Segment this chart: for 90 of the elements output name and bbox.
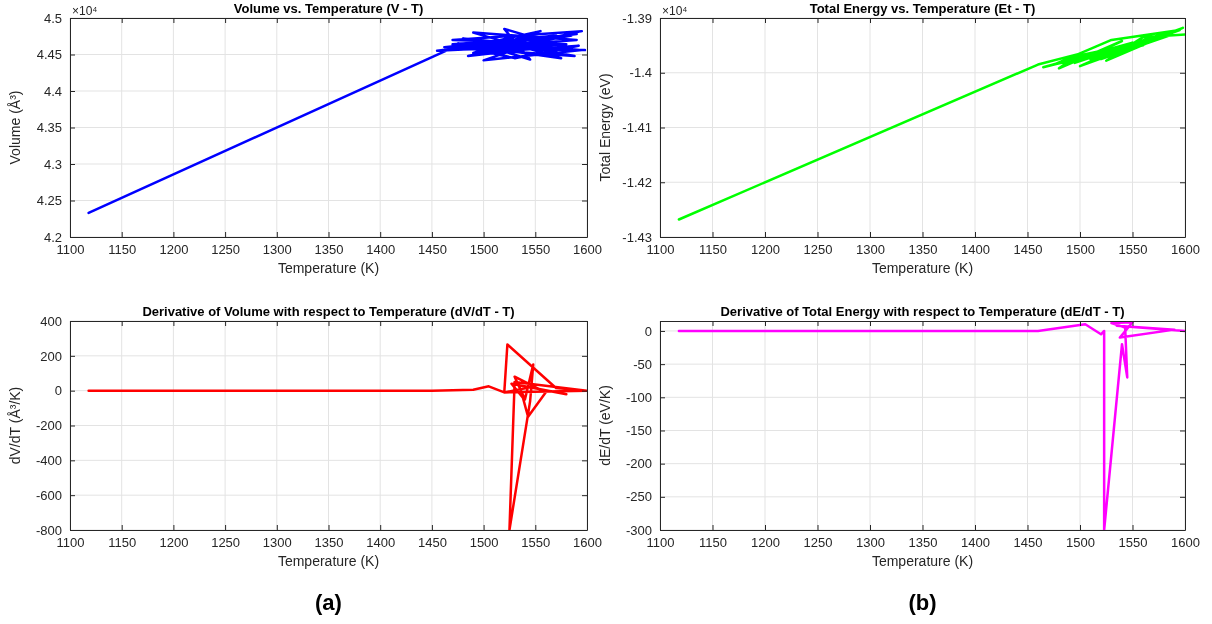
x-tick-label: 1300 <box>856 535 885 551</box>
x-tick-label: 1450 <box>1013 242 1043 258</box>
y-tick-label: -1.42 <box>622 174 652 190</box>
x-tick-label: 1400 <box>366 535 396 551</box>
x-tick-label: 1500 <box>1066 535 1095 551</box>
line-series <box>87 27 587 215</box>
x-tick-label: 1600 <box>1171 242 1200 258</box>
text: (b) <box>908 590 937 615</box>
y-tick-label: 4.45 <box>36 47 62 63</box>
y-tick-label: 4.25 <box>36 193 62 209</box>
x-tick-label: 1550 <box>1118 242 1148 258</box>
y-axis-title: Total Energy (eV) <box>597 73 613 182</box>
x-tick-label: 1100 <box>56 242 85 258</box>
y-tick-label: 4.35 <box>36 120 62 136</box>
x-tick-label: 1300 <box>262 535 292 551</box>
x-tick-label: 1300 <box>262 242 292 258</box>
x-tick-label: 1400 <box>961 242 990 258</box>
x-tick-label: 1300 <box>856 242 885 258</box>
annotation: ×10⁴ <box>662 4 688 18</box>
line-series <box>87 343 587 530</box>
y-tick-label: -50 <box>633 356 652 372</box>
y-tick-label: -800 <box>35 522 62 538</box>
x-tick-label: 1500 <box>469 242 499 258</box>
x-tick-label: 1100 <box>646 535 675 551</box>
x-tick-label: 1100 <box>646 242 675 258</box>
y-axis-title: dE/dT (eV/K) <box>597 385 613 466</box>
y-tick-label: 4.4 <box>43 83 62 99</box>
y-tick-label: 400 <box>40 313 62 329</box>
x-tick-label: 1150 <box>699 242 727 258</box>
x-axis-title: Temperature (K) <box>277 553 380 569</box>
y-tick-label: -400 <box>35 452 62 468</box>
chart-title: Derivative of Volume with respect to Temperature (dV/dT - T) <box>142 304 515 319</box>
x-tick-label: 1550 <box>1118 535 1148 551</box>
x-tick-label: 1550 <box>521 242 551 258</box>
x-tick-label: 1500 <box>469 535 499 551</box>
y-tick-label: -150 <box>625 423 652 439</box>
x-tick-label: 1100 <box>56 535 85 551</box>
x-tick-label: 1150 <box>108 242 137 258</box>
x-tick-label: 1350 <box>314 535 344 551</box>
x-tick-label: 1250 <box>211 242 241 258</box>
y-tick-label: 0 <box>644 323 652 339</box>
x-tick-label: 1200 <box>159 535 189 551</box>
x-tick-label: 1400 <box>366 242 396 258</box>
y-axis-title: Volume (Å³) <box>7 90 23 165</box>
y-tick-label: 200 <box>40 348 62 364</box>
x-tick-label: 1500 <box>1066 242 1095 258</box>
line-series <box>677 321 1185 530</box>
line-series <box>677 26 1185 221</box>
x-tick-label: 1600 <box>1171 535 1200 551</box>
x-tick-label: 1150 <box>108 535 137 551</box>
y-tick-label: -600 <box>35 487 62 503</box>
text: (a) <box>315 590 342 615</box>
x-tick-label: 1600 <box>573 535 602 551</box>
x-tick-label: 1200 <box>159 242 189 258</box>
y-tick-label: -100 <box>625 389 652 405</box>
x-tick-label: 1450 <box>417 242 447 258</box>
annotation: ×10⁴ <box>72 4 98 18</box>
y-tick-label: -300 <box>625 522 652 538</box>
x-tick-label: 1350 <box>908 535 938 551</box>
chart-title: Volume vs. Temperature (V - T) <box>233 1 424 16</box>
y-tick-label: -200 <box>35 418 62 434</box>
y-tick-label: -1.43 <box>622 229 652 245</box>
y-tick-label: 0 <box>54 383 62 399</box>
x-tick-label: 1200 <box>751 535 780 551</box>
y-tick-label: -200 <box>625 456 652 472</box>
y-tick-label: -1.4 <box>629 65 652 81</box>
chart-title: Total Energy vs. Temperature (Et - T) <box>809 1 1036 16</box>
x-axis-title: Temperature (K) <box>871 260 974 276</box>
x-tick-label: 1250 <box>211 535 241 551</box>
x-tick-label: 1200 <box>751 242 780 258</box>
y-tick-label: 4.5 <box>43 10 62 26</box>
x-tick-label: 1350 <box>314 242 344 258</box>
y-tick-label: -250 <box>625 489 652 505</box>
y-axis-title: dV/dT (Å³/K) <box>7 386 23 465</box>
x-axis-title: Temperature (K) <box>871 553 974 569</box>
x-tick-label: 1450 <box>417 535 447 551</box>
x-tick-label: 1350 <box>908 242 938 258</box>
y-tick-label: -1.39 <box>622 10 652 26</box>
y-tick-label: 4.3 <box>43 156 62 172</box>
x-tick-label: 1600 <box>573 242 602 258</box>
chart-title: Derivative of Total Energy with respect to Temperature (dE/dT - T) <box>720 304 1125 319</box>
x-tick-label: 1550 <box>521 535 551 551</box>
x-axis-title: Temperature (K) <box>277 260 380 276</box>
x-tick-label: 1250 <box>803 242 833 258</box>
x-tick-label: 1450 <box>1013 535 1043 551</box>
x-tick-label: 1400 <box>961 535 990 551</box>
y-tick-label: 4.2 <box>43 229 62 245</box>
x-tick-label: 1150 <box>699 535 727 551</box>
y-tick-label: -1.41 <box>622 120 652 136</box>
x-tick-label: 1250 <box>803 535 833 551</box>
